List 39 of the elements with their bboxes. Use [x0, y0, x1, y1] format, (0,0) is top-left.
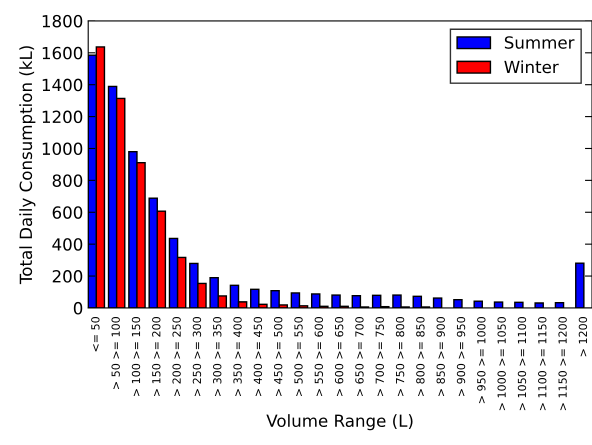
y-tick-label: 200	[52, 270, 82, 283]
x-tick-label: > 650 >= 700	[355, 317, 364, 396]
x-tick-label: > 400 >= 450	[254, 317, 262, 396]
x-tick-label: > 500 >= 550	[294, 317, 303, 396]
x-tick-label: > 250 >= 300	[192, 317, 202, 396]
y-tick-label: 1400	[42, 78, 82, 92]
x-tick-label: > 450 >= 500	[274, 317, 282, 396]
y-tick-label: 0	[74, 302, 82, 315]
y-tick-label: 400	[52, 238, 82, 251]
x-tick-label: > 1200	[578, 317, 588, 356]
x-tick-label: > 1000 >= 1050	[497, 317, 506, 410]
x-tick-label: > 200 >= 250	[172, 317, 181, 396]
y-tick-label: 1200	[42, 110, 82, 124]
x-tick-label: > 1050 >= 1100	[518, 317, 526, 410]
y-tick-label: 1000	[42, 142, 82, 156]
x-tick-label: > 1100 >= 1150	[538, 317, 546, 410]
x-axis-title: Volume Range (L)	[266, 414, 413, 430]
x-tick-label: > 50 >= 100	[111, 317, 120, 389]
x-tick-label: > 950 >= 1000	[477, 317, 486, 404]
x-tick-label: > 550 >= 600	[314, 317, 324, 396]
y-tick-label: 800	[52, 174, 82, 187]
x-tick-label: > 350 >= 400	[233, 317, 242, 396]
y-tick-label: 600	[52, 206, 82, 219]
x-tick-label: > 850 >= 900	[436, 317, 445, 396]
y-axis-title: Total Daily Consumption (kL)	[19, 46, 36, 284]
x-tick-label: <= 50	[91, 317, 100, 352]
y-tick-label: 1600	[42, 46, 82, 60]
x-tick-label: > 300 >= 350	[213, 317, 222, 396]
x-tick-label: > 100 >= 150	[132, 317, 140, 396]
x-tick-label: > 1150 >= 1200	[558, 317, 567, 410]
x-tick-label: > 750 >= 800	[396, 317, 404, 396]
x-tick-label: > 700 >= 750	[376, 317, 384, 396]
x-tick-label: > 900 >= 950	[456, 317, 466, 396]
x-tick-label: > 600 >= 650	[334, 317, 344, 396]
x-tick-label: > 150 >= 200	[152, 317, 160, 396]
y-tick-label: 1800	[42, 14, 82, 28]
legend-label: Winter	[504, 60, 559, 74]
legend-label: Summer	[504, 36, 574, 49]
x-tick-label: > 800 >= 850	[416, 317, 425, 396]
